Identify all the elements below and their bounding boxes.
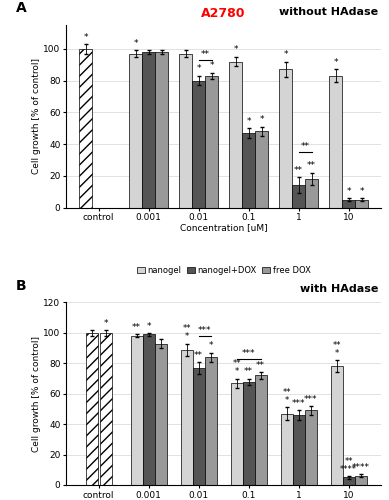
- Bar: [279, 70, 292, 207]
- Bar: [305, 410, 317, 485]
- Text: **: **: [294, 166, 303, 175]
- Bar: [243, 382, 255, 485]
- Text: **
*: ** *: [233, 360, 241, 376]
- Text: *: *: [103, 318, 108, 328]
- Text: **: **: [201, 50, 210, 59]
- Text: *: *: [247, 117, 251, 126]
- Text: *: *: [333, 58, 338, 67]
- Bar: [281, 414, 293, 485]
- Text: *: *: [209, 342, 213, 350]
- Text: **
*: ** *: [182, 324, 191, 342]
- Bar: [193, 368, 205, 485]
- Text: *: *: [284, 50, 288, 59]
- Bar: [100, 333, 112, 485]
- Bar: [79, 49, 92, 207]
- Text: **: **: [256, 361, 265, 370]
- Text: B: B: [16, 278, 26, 292]
- Text: **: **: [301, 142, 310, 151]
- Bar: [192, 80, 205, 208]
- Text: **: **: [194, 350, 203, 360]
- Text: **
*: ** *: [282, 388, 291, 405]
- Text: **
*: ** *: [333, 341, 341, 358]
- Text: A2780: A2780: [202, 6, 246, 20]
- Text: ****: ****: [352, 463, 370, 472]
- Text: with HAdase: with HAdase: [300, 284, 378, 294]
- Bar: [129, 54, 142, 208]
- Text: ***: ***: [242, 349, 256, 358]
- Text: **: **: [132, 323, 141, 332]
- Text: ***: ***: [198, 326, 211, 335]
- Text: **: **: [307, 161, 316, 170]
- Bar: [205, 357, 217, 485]
- Bar: [355, 476, 367, 485]
- Text: *: *: [83, 32, 88, 42]
- Bar: [229, 62, 242, 208]
- Text: ***: ***: [292, 399, 305, 408]
- Text: *: *: [133, 39, 138, 48]
- Text: *: *: [146, 322, 151, 330]
- Bar: [329, 76, 342, 208]
- Y-axis label: Cell growth [% of control]: Cell growth [% of control]: [32, 58, 40, 174]
- Bar: [231, 383, 243, 485]
- Bar: [179, 54, 192, 208]
- Bar: [131, 336, 143, 485]
- Bar: [331, 366, 343, 485]
- Bar: [86, 333, 98, 485]
- Bar: [255, 132, 268, 208]
- Bar: [293, 415, 305, 485]
- Bar: [305, 179, 318, 208]
- Bar: [180, 350, 193, 485]
- Y-axis label: Cell growth [% of control]: Cell growth [% of control]: [32, 336, 40, 452]
- Bar: [155, 52, 168, 208]
- Text: *: *: [259, 115, 264, 124]
- Bar: [242, 133, 255, 208]
- Text: A: A: [16, 2, 26, 16]
- Text: **
****: ** ****: [340, 456, 357, 473]
- Text: *: *: [196, 64, 201, 74]
- Text: ***: ***: [304, 394, 317, 404]
- Bar: [142, 52, 155, 208]
- Bar: [255, 376, 267, 485]
- Text: *: *: [209, 61, 214, 70]
- Text: *: *: [347, 186, 351, 196]
- Bar: [343, 478, 355, 485]
- Bar: [342, 200, 355, 207]
- Bar: [205, 76, 218, 208]
- Text: *: *: [233, 46, 238, 54]
- X-axis label: Concentration [uM]: Concentration [uM]: [180, 224, 268, 232]
- Text: **: **: [244, 367, 253, 376]
- Bar: [355, 200, 368, 207]
- Legend: nanogel, nanogel+DOX, free DOX: nanogel, nanogel+DOX, free DOX: [133, 263, 314, 278]
- Text: *: *: [359, 186, 364, 196]
- Bar: [143, 334, 155, 485]
- Bar: [292, 186, 305, 208]
- Text: without HAdase: without HAdase: [279, 6, 378, 16]
- Bar: [155, 344, 166, 485]
